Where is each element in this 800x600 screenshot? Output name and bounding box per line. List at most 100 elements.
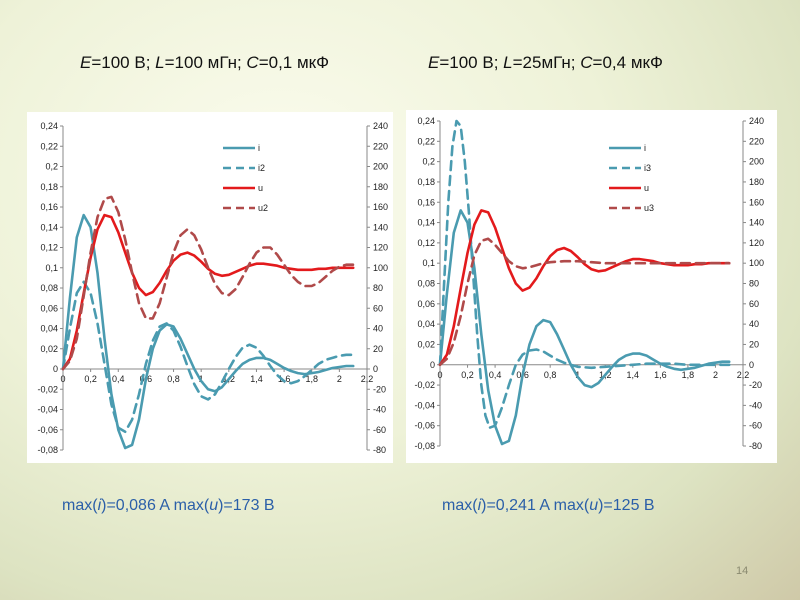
y-left-tick-label: -0,04 [37, 405, 58, 415]
y-right-tick-label: 200 [749, 157, 764, 167]
y-right-tick-label: 180 [373, 182, 388, 192]
y-right-tick-label: 80 [749, 279, 759, 289]
y-right-tick-label: -60 [749, 421, 762, 431]
y-left-tick-label: 0,1 [422, 258, 435, 268]
y-right-tick-label: -40 [373, 405, 386, 415]
y-left-tick-label: 0,04 [40, 324, 58, 334]
max-right-v1: i [477, 497, 482, 514]
y-right-tick-label: 220 [373, 141, 388, 151]
series-line-u3 [438, 237, 731, 367]
y-right-tick-label: 100 [749, 258, 764, 268]
caption-right-l: L [503, 53, 513, 72]
x-tick-label: 0,2 [461, 370, 474, 380]
y-left-tick-label: 0,24 [40, 121, 58, 131]
legend-label-u3: u3 [644, 203, 654, 213]
y-right-tick-label: 240 [749, 116, 764, 126]
y-left-tick-label: -0,08 [414, 441, 435, 451]
y-left-tick-label: 0,14 [417, 218, 435, 228]
y-left-tick-label: -0,02 [414, 380, 435, 390]
y-left-tick-label: 0,06 [417, 299, 435, 309]
y-left-tick-label: 0,18 [40, 182, 58, 192]
y-right-tick-label: -80 [749, 441, 762, 451]
caption-right-c: C [580, 53, 593, 72]
y-left-tick-label: 0,2 [422, 157, 435, 167]
max-line-left: max(i)=0,086 A max(u)=173 В [62, 497, 275, 515]
y-left-tick-label: 0,24 [417, 116, 435, 126]
max-left-p2: )=0,086 A max( [101, 497, 210, 514]
caption-right-l-value: =25мГн; [512, 53, 581, 72]
y-left-tick-label: 0,08 [40, 283, 58, 293]
series-line-i [61, 213, 355, 450]
y-right-tick-label: 40 [373, 324, 383, 334]
y-left-tick-label: 0 [430, 360, 435, 370]
x-tick-label: 2,2 [737, 370, 750, 380]
max-right-p2: )=0,241 A max( [481, 497, 590, 514]
x-tick-label: 2,2 [361, 374, 374, 384]
y-left-tick-label: 0,02 [40, 344, 58, 354]
chart-left-panel: -0,08 -0,06 -0,04 -0,02 0 0,02 0,04 0,06 0,08 0,1… [27, 112, 393, 463]
legend-label-i: i [644, 143, 646, 153]
y-right-tick-label: -40 [749, 400, 762, 410]
caption-left-l: L [155, 53, 165, 72]
chart-left: -0,08-0,06-0,04-0,0200,020,040,060,080,1… [37, 121, 388, 455]
y-left-tick-label: 0,12 [40, 243, 58, 253]
y-left-tick-label: 0 [53, 364, 58, 374]
y-right-tick-label: 0 [373, 364, 378, 374]
legend-label-u: u [644, 183, 649, 193]
y-right-tick-label: 240 [373, 121, 388, 131]
max-left-p1: max( [62, 497, 98, 514]
caption-left-c-value: =0,1 мкФ [258, 53, 330, 72]
max-right-p1: max( [442, 497, 478, 514]
caption-left-c: C [246, 53, 259, 72]
y-left-tick-label: 0,22 [417, 136, 435, 146]
y-left-tick-label: 0,12 [417, 238, 435, 248]
caption-left-e: E [80, 53, 92, 72]
legend-label-i2: i2 [258, 163, 265, 173]
y-right-tick-label: 100 [373, 263, 388, 273]
caption-left-e-value: =100 В; [91, 53, 156, 72]
max-left-v2: u [209, 497, 219, 514]
y-right-tick-label: 160 [749, 197, 764, 207]
x-tick-label: 1,4 [250, 374, 263, 384]
caption-right-c-value: =0,4 мкФ [592, 53, 663, 72]
y-left-tick-label: -0,02 [37, 384, 58, 394]
y-left-tick-label: 0,1 [45, 263, 58, 273]
caption-left-l-value: =100 мГн; [164, 53, 247, 72]
y-right-tick-label: -20 [749, 380, 762, 390]
x-tick-label: 0,2 [84, 374, 97, 384]
x-tick-label: 2 [337, 374, 342, 384]
x-tick-label: 0,4 [112, 374, 125, 384]
x-tick-label: 1,8 [682, 370, 695, 380]
x-tick-label: 1,4 [627, 370, 640, 380]
slide-number: 14 [736, 565, 749, 577]
y-right-tick-label: 40 [749, 319, 759, 329]
y-right-tick-label: 20 [749, 339, 759, 349]
chart-right-panel: -0,08 -0,06 -0,04 -0,02 0 0,02 0,04 0,06 0,08 0,1… [406, 110, 777, 463]
caption-left: E=100 В; L=100 мГн; C=0,1 мкФ [80, 53, 329, 73]
x-tick-label: 2 [713, 370, 718, 380]
legend-label-u: u [258, 183, 263, 193]
y-left-tick-label: -0,06 [37, 425, 58, 435]
legend-label-u2: u2 [258, 203, 268, 213]
y-left-tick-label: 0,04 [417, 319, 435, 329]
y-right-tick-label: 0 [749, 360, 754, 370]
caption-right-e: E [428, 53, 440, 72]
y-right-tick-label: 200 [373, 162, 388, 172]
y-right-tick-label: 60 [373, 303, 383, 313]
x-tick-label: 0 [437, 370, 442, 380]
x-tick-label: 0 [60, 374, 65, 384]
max-left-v1: i [97, 497, 102, 514]
max-right-v2: u [589, 497, 599, 514]
y-left-tick-label: 0,02 [417, 339, 435, 349]
y-right-tick-label: -20 [373, 384, 386, 394]
y-left-tick-label: 0,08 [417, 279, 435, 289]
y-left-tick-label: 0,14 [40, 222, 58, 232]
y-left-tick-label: 0,18 [417, 177, 435, 187]
chart-right: -0,08-0,06-0,04-0,0200,020,040,060,080,1… [414, 116, 764, 451]
x-tick-label: 1,6 [278, 374, 291, 384]
y-right-tick-label: 80 [373, 283, 383, 293]
max-left-p3: )=173 В [218, 497, 275, 514]
x-tick-label: 1,8 [305, 374, 318, 384]
series-line-u2 [61, 195, 355, 371]
x-tick-label: 0,8 [167, 374, 180, 384]
